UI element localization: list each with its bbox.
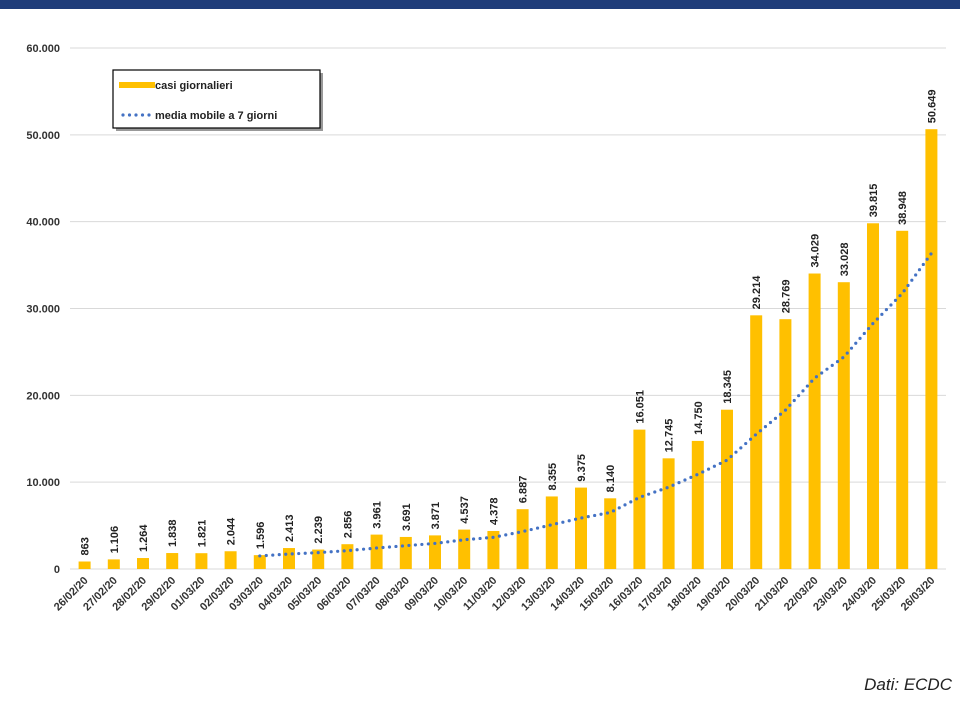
- source: Dati: ECDC: [864, 675, 953, 694]
- value-label: 3.871: [430, 502, 442, 530]
- value-label: 1.106: [109, 526, 121, 554]
- bar: [516, 509, 529, 569]
- bar: [341, 544, 354, 569]
- bar: [662, 458, 675, 569]
- bar: [575, 487, 587, 569]
- value-label: 8.355: [547, 463, 559, 491]
- value-label: 34.029: [810, 234, 822, 268]
- y-tick-label: 10.000: [26, 477, 60, 489]
- header-bar: [0, 0, 960, 9]
- value-label: 28.769: [780, 280, 792, 314]
- value-label: 1.821: [196, 520, 208, 548]
- bar: [896, 230, 909, 570]
- bar: [837, 282, 850, 569]
- value-label: 4.378: [488, 497, 500, 525]
- y-tick-label: 30.000: [26, 304, 60, 316]
- bar: [370, 534, 383, 569]
- value-label: 2.239: [313, 516, 325, 544]
- legend-swatch: [119, 82, 155, 88]
- bar: [604, 498, 617, 569]
- value-label: 3.691: [401, 503, 413, 531]
- bar: [545, 496, 558, 569]
- bar: [750, 315, 763, 569]
- value-label: 50.649: [926, 90, 938, 124]
- bar: [283, 548, 295, 569]
- bar: [925, 129, 938, 569]
- y-tick-label: 0: [54, 564, 60, 576]
- value-label: 1.838: [167, 520, 179, 548]
- bar: [633, 429, 646, 569]
- moving-average-line: [258, 251, 933, 558]
- y-tick-label: 40.000: [26, 217, 60, 229]
- value-label: 29.214: [751, 275, 763, 310]
- bar: [224, 551, 237, 569]
- bar: [166, 553, 179, 569]
- bar: [867, 223, 879, 570]
- value-label: 1.596: [255, 522, 267, 550]
- y-tick-label: 20.000: [26, 390, 60, 402]
- value-label: 2.856: [342, 511, 354, 539]
- value-label: 39.815: [868, 184, 880, 218]
- bar: [195, 553, 208, 569]
- value-label: 9.375: [576, 454, 588, 482]
- value-label: 33.028: [839, 243, 851, 277]
- value-label: 1.264: [138, 524, 150, 552]
- value-label: 4.537: [459, 496, 471, 524]
- bar: [458, 529, 471, 569]
- bar: [779, 319, 792, 569]
- legend-label: media mobile a 7 giorni: [155, 110, 277, 122]
- value-label: 3.961: [372, 501, 384, 529]
- value-label: 38.948: [897, 191, 909, 225]
- value-label: 2.413: [284, 515, 296, 543]
- bar: [312, 549, 325, 569]
- value-label: 2.044: [226, 517, 238, 545]
- value-label: 12.745: [664, 419, 676, 453]
- value-label: 18.345: [722, 370, 734, 404]
- bar: [137, 558, 149, 569]
- bar: [253, 555, 266, 569]
- y-tick-label: 50.000: [26, 130, 60, 142]
- value-label: 863: [80, 537, 92, 555]
- bar: [808, 273, 821, 569]
- value-label: 6.887: [518, 476, 530, 504]
- legend-box: [112, 69, 321, 129]
- value-label: 8.140: [605, 465, 617, 493]
- bar: [399, 536, 412, 569]
- value-label: 16.051: [634, 390, 646, 424]
- bar: [487, 530, 500, 569]
- bar: [78, 561, 91, 569]
- bar: [107, 559, 120, 569]
- bar: [691, 440, 704, 569]
- bar: [429, 535, 441, 569]
- value-label: 14.750: [693, 401, 705, 435]
- legend-label: casi giornalieri: [155, 80, 233, 92]
- y-tick-label: 60.000: [26, 43, 60, 55]
- bar: [721, 409, 733, 569]
